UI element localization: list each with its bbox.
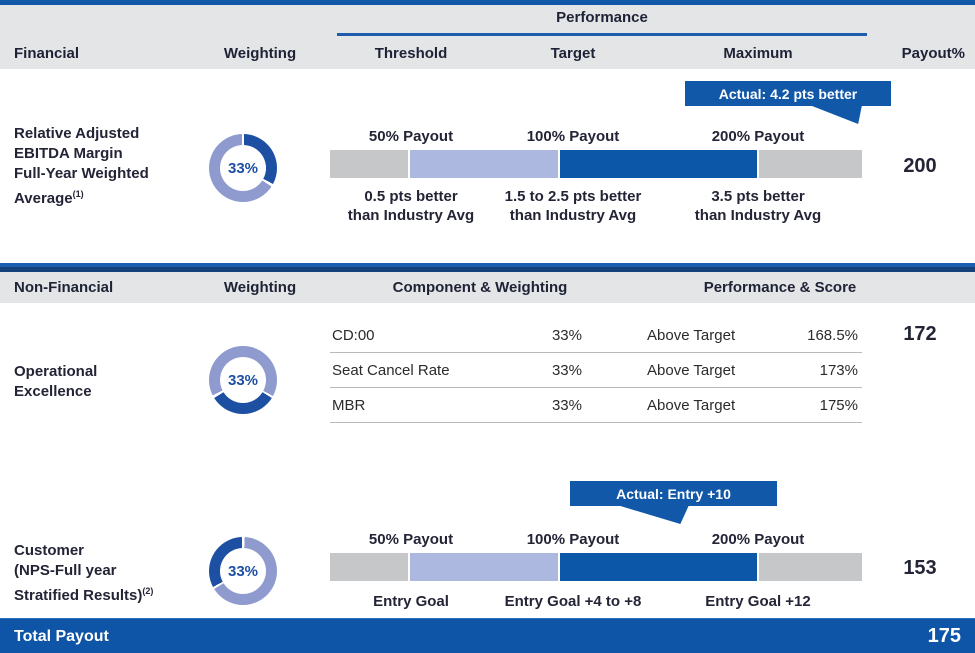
- scale-segment-target-maximum: [560, 150, 757, 178]
- component-score: 173%: [819, 361, 858, 379]
- scale-bottom-label: 3.5 pts better than Industry Avg: [694, 188, 822, 224]
- table-row: Seat Cancel Rate 33% Above Target 173%: [330, 353, 862, 388]
- callout-pointer: [617, 505, 689, 524]
- actual-callout: Actual: Entry +10: [570, 481, 777, 506]
- col-header-payout: Payout%: [901, 45, 965, 62]
- col-header-financial: Financial: [14, 45, 80, 62]
- scale-bottom-label: Entry Goal +12: [705, 593, 811, 610]
- component-score: 168.5%: [807, 326, 858, 344]
- weighting-donut-chart: 33%: [209, 134, 277, 202]
- col-header-nonfinancial: Non-Financial: [14, 279, 114, 296]
- component-score: 175%: [819, 396, 858, 414]
- component-weight: 33%: [551, 396, 582, 414]
- scale-top-label: 50% Payout: [368, 128, 454, 145]
- footnote-marker-1: (1): [72, 189, 84, 199]
- col-header-target: Target: [550, 45, 596, 62]
- col-header-weighting: Weighting: [223, 279, 297, 296]
- scale-segment-below-threshold: [330, 150, 408, 178]
- payout-value-operational: 172: [903, 323, 937, 345]
- scale-top-label: 50% Payout: [368, 531, 454, 548]
- scale-segment-below-threshold: [330, 553, 408, 581]
- performance-title: Performance: [556, 9, 648, 26]
- component-performance: Above Target: [647, 396, 736, 414]
- table-row: MBR 33% Above Target 175%: [330, 388, 862, 423]
- total-label: Total Payout: [14, 627, 109, 645]
- metric-label-operational: Operational Excellence: [14, 363, 98, 400]
- metric-label-ebitda: Relative Adjusted EBITDA Margin Full-Yea…: [14, 125, 149, 207]
- weighting-donut-chart: 33%: [209, 346, 277, 414]
- scale-segment-threshold-target: [410, 553, 558, 581]
- component-weight: 33%: [551, 326, 582, 344]
- scale-segment-above-maximum: [759, 553, 862, 581]
- nonfinancial-header-band: [0, 272, 975, 303]
- footnote-marker-2: (2): [142, 586, 154, 596]
- top-accent-bar: [0, 0, 975, 5]
- metric-label-customer: Customer (NPS-Full year Stratified Resul…: [14, 542, 154, 604]
- payout-scale-bar: [330, 553, 862, 581]
- component-name: CD:00: [332, 326, 375, 344]
- financial-header-band: [0, 5, 975, 69]
- payout-value-customer: 153: [903, 557, 937, 579]
- scale-top-label: 100% Payout: [526, 128, 620, 145]
- col-header-performance-score: Performance & Score: [703, 279, 857, 296]
- component-name: MBR: [332, 396, 366, 414]
- component-performance: Above Target: [647, 361, 736, 379]
- weighting-donut-chart: 33%: [209, 537, 277, 605]
- section-divider: [0, 263, 975, 272]
- donut-label: 33%: [227, 371, 259, 389]
- scale-bottom-label: Entry Goal: [373, 593, 449, 610]
- component-weight: 33%: [551, 361, 582, 379]
- scale-top-label: 100% Payout: [526, 531, 620, 548]
- payout-scale-bar: [330, 150, 862, 178]
- col-header-weighting: Weighting: [223, 45, 297, 62]
- scale-segment-above-maximum: [759, 150, 862, 178]
- col-header-maximum: Maximum: [723, 45, 793, 62]
- performance-underline: [337, 33, 867, 36]
- actual-callout: Actual: 4.2 pts better: [685, 81, 891, 106]
- scale-top-label: 200% Payout: [711, 128, 805, 145]
- payout-value-financial: 200: [903, 155, 937, 177]
- component-table: CD:00 33% Above Target 168.5% Seat Cance…: [330, 318, 862, 423]
- col-header-threshold: Threshold: [374, 45, 448, 62]
- scale-segment-target-maximum: [560, 553, 757, 581]
- table-row: CD:00 33% Above Target 168.5%: [330, 318, 862, 353]
- scale-bottom-label: Entry Goal +4 to +8: [504, 593, 642, 610]
- scale-bottom-label: 0.5 pts better than Industry Avg: [347, 188, 475, 224]
- component-performance: Above Target: [647, 326, 736, 344]
- scale-segment-threshold-target: [410, 150, 558, 178]
- donut-label: 33%: [227, 159, 259, 177]
- scale-bottom-label: 1.5 to 2.5 pts better than Industry Avg: [504, 188, 642, 224]
- callout-pointer: [809, 105, 862, 124]
- total-value: 175: [927, 625, 961, 647]
- total-payout-bar: Total Payout 175: [0, 618, 975, 653]
- col-header-component: Component & Weighting: [392, 279, 568, 296]
- scale-top-label: 200% Payout: [711, 531, 805, 548]
- donut-label: 33%: [227, 562, 259, 580]
- component-name: Seat Cancel Rate: [332, 361, 450, 379]
